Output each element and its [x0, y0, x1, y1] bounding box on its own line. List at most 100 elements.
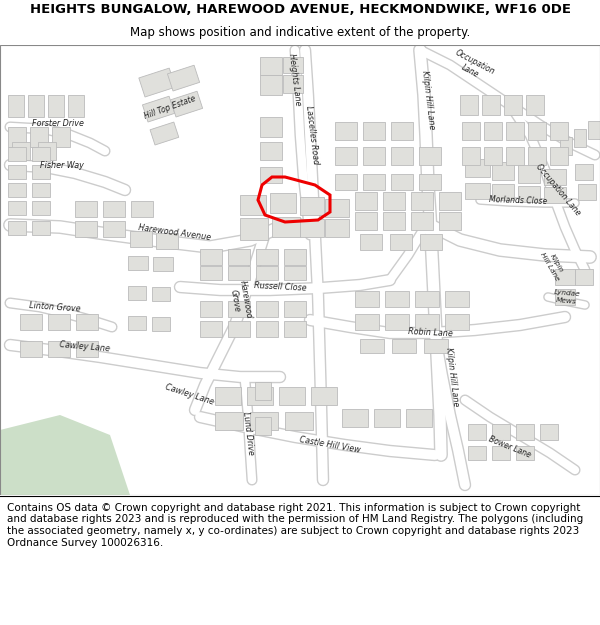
Bar	[439, 192, 461, 210]
Bar	[311, 387, 337, 405]
Bar	[574, 129, 586, 147]
Bar	[390, 234, 412, 250]
Text: Heights Lane: Heights Lane	[287, 53, 302, 107]
Bar	[363, 147, 385, 165]
Bar	[48, 341, 70, 357]
Bar	[8, 201, 26, 215]
Bar	[411, 212, 433, 230]
Bar	[20, 341, 42, 357]
Text: Kilpin Hill Lane: Kilpin Hill Lane	[420, 70, 436, 130]
Bar	[406, 409, 432, 427]
Bar	[130, 231, 152, 247]
Bar	[506, 122, 524, 140]
Bar	[52, 127, 70, 147]
Bar	[128, 316, 146, 330]
Text: Kilpin Hill Lane: Kilpin Hill Lane	[444, 347, 460, 407]
Text: Lund Drive: Lund Drive	[241, 411, 255, 455]
Bar	[215, 387, 241, 405]
Bar	[250, 412, 278, 430]
Bar	[153, 257, 173, 271]
Bar	[468, 424, 486, 440]
Bar	[285, 412, 313, 430]
Bar	[256, 301, 278, 317]
Bar	[272, 217, 300, 237]
Bar	[325, 199, 349, 217]
Text: Hill Top Estate: Hill Top Estate	[143, 94, 197, 121]
Bar	[385, 291, 409, 307]
Bar	[12, 142, 30, 160]
Text: Occupation Lane: Occupation Lane	[534, 162, 582, 217]
Bar	[200, 266, 222, 280]
Bar	[424, 339, 448, 353]
Bar	[325, 219, 349, 237]
Bar	[270, 193, 296, 213]
Bar	[75, 221, 97, 237]
Bar	[518, 186, 540, 202]
Bar	[445, 314, 469, 330]
Polygon shape	[0, 415, 130, 495]
Bar	[492, 184, 514, 200]
Bar	[355, 314, 379, 330]
Bar	[283, 57, 303, 73]
Bar	[391, 147, 413, 165]
Text: Map shows position and indicative extent of the property.: Map shows position and indicative extent…	[130, 26, 470, 39]
Bar	[284, 321, 306, 337]
Text: Linton Grove: Linton Grove	[29, 301, 81, 313]
Bar	[256, 249, 278, 265]
Bar	[555, 269, 575, 285]
Bar	[526, 95, 544, 115]
Bar	[504, 95, 522, 115]
Bar	[342, 409, 368, 427]
Bar	[506, 147, 524, 165]
Bar	[575, 164, 593, 180]
Bar	[355, 192, 377, 210]
Bar	[484, 122, 502, 140]
Bar	[76, 341, 98, 357]
Bar	[462, 122, 480, 140]
Bar	[528, 122, 546, 140]
Bar	[139, 68, 175, 97]
Bar	[256, 266, 278, 280]
Bar	[48, 95, 64, 117]
Bar	[32, 183, 50, 197]
Bar	[200, 321, 222, 337]
Bar	[360, 234, 382, 250]
Text: Russell Close: Russell Close	[254, 281, 307, 293]
Bar	[415, 291, 439, 307]
Bar	[20, 314, 42, 330]
Bar	[550, 147, 568, 165]
Bar	[260, 142, 282, 160]
Bar	[465, 159, 490, 177]
Bar	[247, 387, 273, 405]
Text: HEIGHTS BUNGALOW, HAREWOOD AVENUE, HECKMONDWIKE, WF16 0DE: HEIGHTS BUNGALOW, HAREWOOD AVENUE, HECKM…	[29, 3, 571, 16]
Text: Bower Lane: Bower Lane	[488, 434, 532, 459]
Bar	[260, 57, 282, 75]
Bar	[8, 165, 26, 179]
Bar	[374, 409, 400, 427]
Bar	[256, 321, 278, 337]
Bar	[240, 218, 268, 240]
Bar	[335, 174, 357, 190]
Bar	[68, 95, 84, 117]
Bar	[415, 314, 439, 330]
Bar	[167, 65, 200, 91]
Text: Kilpin
Hill Lane: Kilpin Hill Lane	[539, 248, 566, 282]
Bar	[465, 183, 490, 199]
Bar	[75, 201, 97, 217]
Bar	[283, 75, 303, 93]
Bar	[200, 249, 222, 265]
Bar	[260, 75, 282, 95]
Bar	[8, 183, 26, 197]
Text: Forster Drive: Forster Drive	[32, 119, 84, 127]
Bar	[419, 174, 441, 190]
Text: Lyndae
Mews: Lyndae Mews	[553, 289, 581, 304]
Bar	[152, 287, 170, 301]
Bar	[335, 122, 357, 140]
Bar	[391, 122, 413, 140]
Bar	[284, 266, 306, 280]
Bar	[32, 165, 50, 179]
Bar	[516, 446, 534, 460]
Text: Fisher Way: Fisher Way	[40, 161, 84, 169]
Bar	[279, 387, 305, 405]
Bar	[492, 424, 510, 440]
